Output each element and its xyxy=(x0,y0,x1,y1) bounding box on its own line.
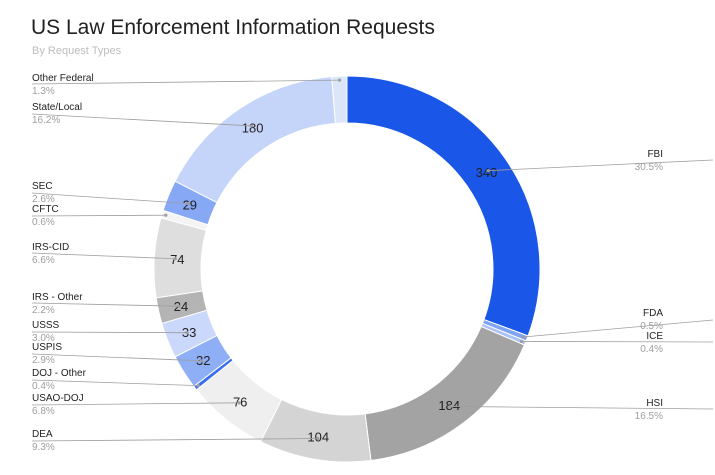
percent-label-cftc: 0.6% xyxy=(32,217,55,228)
category-label-usss: USSS xyxy=(32,320,60,331)
value-label-usss: 33 xyxy=(182,325,196,340)
callout-line-irs-other xyxy=(31,302,180,307)
callout-dot-irs-cid xyxy=(173,257,177,261)
callout-irs-other: IRS - Other 2.2% xyxy=(31,292,181,316)
chart-subtitle: By Request Types xyxy=(32,45,122,57)
callout-doj-other: DOJ - Other 0.4% xyxy=(31,368,200,392)
percent-label-uspis: 2.9% xyxy=(32,355,55,366)
value-label-sec: 29 xyxy=(183,197,197,212)
callout-dot-usss xyxy=(185,331,189,335)
category-label-state-local: State/Local xyxy=(32,102,82,113)
callout-dea: DEA 9.3% xyxy=(31,429,320,453)
category-label-hsi: HSI xyxy=(646,398,663,409)
value-label-fbi: 340 xyxy=(476,165,498,180)
category-label-usao-doj: USAO-DOJ xyxy=(32,393,84,404)
slices-group xyxy=(153,75,541,463)
category-label-doj-other: DOJ - Other xyxy=(32,368,87,379)
value-label-hsi: 184 xyxy=(438,398,460,413)
callout-dot-irs-other xyxy=(177,304,181,308)
percent-label-irs-other: 2.2% xyxy=(32,305,55,316)
callout-dot-uspis xyxy=(199,359,204,363)
callout-line-ice xyxy=(521,341,714,343)
callout-state-local: State/Local 16.2% xyxy=(31,102,254,128)
callout-line-doj-other xyxy=(31,379,199,387)
callout-dot-dea xyxy=(316,436,320,441)
category-label-other-federal: Other Federal xyxy=(32,73,94,84)
callout-usss: USSS 3.0% xyxy=(31,320,189,344)
percent-label-fbi: 30.5% xyxy=(635,162,663,173)
callout-line-usao-doj xyxy=(31,402,239,406)
callout-line-other-federal xyxy=(31,79,340,85)
value-labels-group: 340184104763233247429180 xyxy=(170,121,497,445)
category-label-cftc: CFTC xyxy=(32,204,59,215)
slice-state-local[interactable] xyxy=(174,76,336,204)
callout-line-fbi xyxy=(488,159,714,172)
percent-label-usao-doj: 6.8% xyxy=(32,406,55,417)
callout-dot-cftc xyxy=(164,213,168,217)
slice-hsi[interactable] xyxy=(364,325,526,462)
category-label-uspis: USPIS xyxy=(32,342,62,353)
callout-dot-usao-doj xyxy=(237,401,241,405)
callout-line-sec xyxy=(31,192,188,204)
callout-line-irs-cid xyxy=(31,252,176,260)
callout-line-state-local xyxy=(31,113,252,127)
percent-label-hsi: 16.5% xyxy=(635,411,663,422)
category-label-dea: DEA xyxy=(32,429,53,440)
callout-uspis: USPIS 2.9% xyxy=(31,342,204,366)
chart-title: US Law Enforcement Information Requests xyxy=(31,16,435,39)
percent-label-ice: 0.4% xyxy=(640,344,663,355)
callout-other-federal: Other Federal 1.3% xyxy=(31,73,342,97)
slice-other-federal[interactable] xyxy=(331,75,348,124)
callout-fbi: FBI 30.5% xyxy=(486,149,714,173)
percent-label-doj-other: 0.4% xyxy=(32,381,55,392)
callout-line-uspis xyxy=(31,353,202,362)
callout-dot-doj-other xyxy=(196,384,200,388)
percent-label-irs-cid: 6.6% xyxy=(32,255,55,266)
percent-label-fda: 0.5% xyxy=(640,321,663,332)
callout-dot-other-federal xyxy=(337,78,342,82)
value-label-state-local: 180 xyxy=(242,121,264,136)
category-label-sec: SEC xyxy=(32,181,53,192)
callout-dot-fda xyxy=(521,335,525,339)
category-label-irs-other: IRS - Other xyxy=(32,292,83,303)
callout-hsi: HSI 16.5% xyxy=(448,398,714,422)
callout-irs-cid: IRS-CID 6.6% xyxy=(31,242,177,266)
value-label-irs-cid: 74 xyxy=(170,252,184,267)
callout-cftc: CFTC 0.6% xyxy=(31,204,168,228)
callouts-group: FBI 30.5% FDA 0.5%ICE 0.4% HSI 16.5% DEA 9.3% USA… xyxy=(31,73,714,453)
value-label-usao-doj: 76 xyxy=(233,394,247,409)
callout-line-fda xyxy=(523,319,714,338)
callout-ice: ICE 0.4% xyxy=(519,331,714,355)
callout-dot-ice xyxy=(519,339,524,344)
slice-fbi[interactable] xyxy=(346,75,541,337)
percent-label-usss: 3.0% xyxy=(32,333,55,344)
percent-label-sec: 2.6% xyxy=(32,194,55,205)
callout-line-hsi xyxy=(450,406,714,410)
callout-dot-hsi xyxy=(448,404,453,409)
callout-fda: FDA 0.5% xyxy=(521,308,714,339)
callout-line-dea xyxy=(31,438,318,442)
value-label-uspis: 32 xyxy=(196,353,210,368)
category-label-irs-cid: IRS-CID xyxy=(32,242,69,253)
percent-label-state-local: 16.2% xyxy=(32,115,60,126)
callout-dot-state-local xyxy=(249,124,254,128)
category-label-fda: FDA xyxy=(643,308,663,319)
percent-label-other-federal: 1.3% xyxy=(32,86,55,97)
callout-usao-doj: USAO-DOJ 6.8% xyxy=(31,393,241,417)
callout-line-usss xyxy=(31,331,188,334)
callout-sec: SEC 2.6% xyxy=(31,181,190,206)
category-label-ice: ICE xyxy=(646,331,663,342)
value-label-irs-other: 24 xyxy=(174,299,188,314)
percent-label-dea: 9.3% xyxy=(32,442,55,453)
callout-line-cftc xyxy=(31,214,166,217)
callout-dot-sec xyxy=(186,201,190,206)
callout-dot-fbi xyxy=(486,169,490,173)
category-label-fbi: FBI xyxy=(647,149,663,160)
